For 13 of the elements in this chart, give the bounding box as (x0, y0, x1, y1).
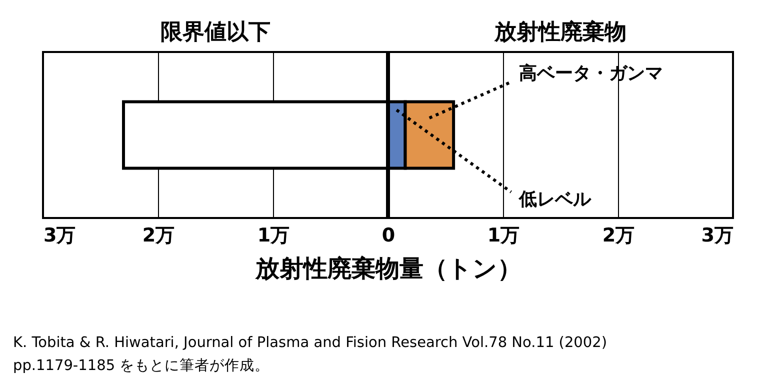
text: K. Tobita & R. Hiwatari, Journal of Plasma and Fision Research Vol.78 No.11 (2002) (13, 335, 608, 351)
x-tick-label: 2万 (602, 224, 635, 246)
text: 限界値以下 (160, 20, 270, 45)
text: pp.1179-1185 をもとに筆者が作成。 (13, 357, 270, 374)
x-tick-label: 1万 (487, 224, 520, 246)
x-tick-label: 0 (382, 224, 396, 246)
x-tick-label: 2万 (142, 224, 175, 246)
x-tick-label: 3万 (44, 224, 76, 246)
x-tick-label: 1万 (257, 224, 290, 246)
x-tick-label: 3万 (701, 224, 734, 246)
text: 低レベル (518, 189, 592, 210)
text: 放射性廃棄物 (494, 19, 626, 45)
x-axis-title: 放射性廃棄物量（トン） (254, 254, 522, 282)
